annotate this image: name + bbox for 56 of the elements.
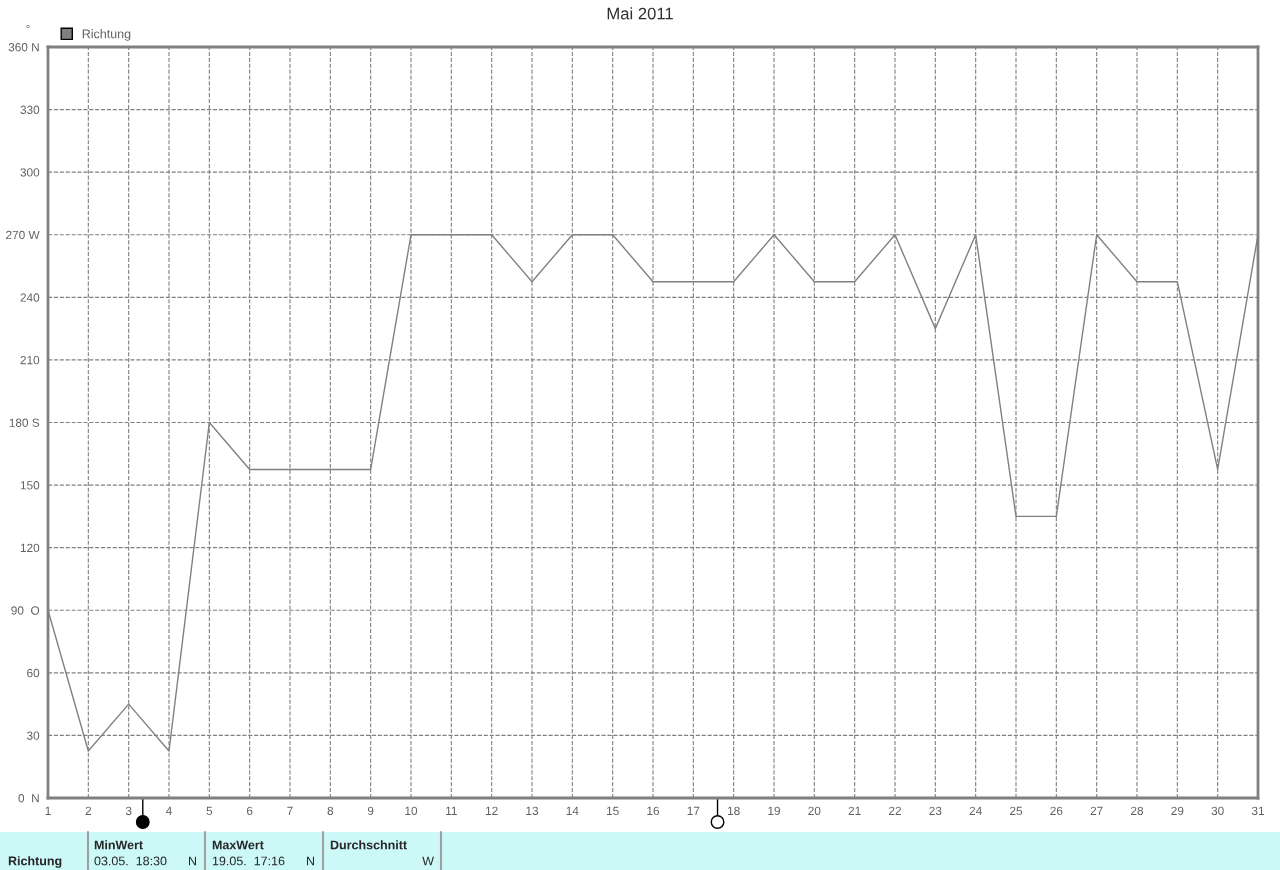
x-tick-label: 25 — [1010, 806, 1023, 815]
x-tick-label: 4 — [165, 806, 172, 815]
y-tick-label: 0 N — [18, 794, 39, 803]
x-tick-label: 11 — [446, 806, 457, 815]
x-tick-label: 28 — [1131, 806, 1144, 815]
x-tick-label: 17 — [687, 806, 700, 815]
y-tick-label: 330 — [20, 105, 40, 114]
x-tick-label: 12 — [486, 806, 498, 815]
y-axis-title: ° — [26, 25, 30, 29]
text: MinWert — [94, 840, 143, 850]
y-tick-label: 60 — [27, 668, 40, 678]
x-tick-label: 3 — [125, 806, 132, 815]
x-tick-label: 6 — [246, 806, 253, 815]
x-tick-label: 21 — [848, 806, 861, 815]
y-tick-label: 360 N — [8, 43, 39, 52]
text: 03.05. 18:30 — [94, 856, 167, 866]
y-tick-label: 120 — [20, 543, 40, 553]
text: MaxWert — [212, 840, 264, 850]
text: N — [189, 856, 196, 866]
text: N — [307, 856, 314, 866]
y-tick-label: 300 — [20, 168, 40, 177]
x-tick-label: 7 — [287, 806, 293, 815]
y-tick-label: 90 O — [11, 606, 40, 615]
x-tick-label: 20 — [808, 806, 821, 815]
x-tick-label: 8 — [327, 806, 334, 815]
y-tick-label: 30 — [26, 731, 40, 740]
chart-title: Mai 2011 — [607, 7, 673, 20]
x-tick-label: 1 — [45, 806, 51, 815]
x-tick-label: 19 — [768, 806, 781, 815]
x-tick-label: 15 — [607, 806, 619, 815]
x-tick-label: 10 — [405, 806, 418, 815]
x-tick-label: 16 — [647, 806, 660, 815]
x-tick-label: 31 — [1251, 806, 1264, 815]
y-tick-label: 240 — [20, 293, 40, 302]
text: Durchschnitt — [330, 840, 407, 850]
y-tick-label: 180 S — [9, 418, 40, 427]
x-tick-label: 2 — [85, 806, 92, 815]
x-tick-label: 24 — [969, 806, 982, 815]
x-tick-label: 13 — [526, 806, 539, 815]
x-tick-label: 18 — [728, 806, 740, 815]
legend-label: Richtung — [82, 29, 131, 41]
y-tick-label: 150 — [20, 481, 40, 490]
x-tick-label: 14 — [566, 806, 579, 815]
x-tick-label: 23 — [929, 806, 942, 815]
x-tick-label: 30 — [1211, 806, 1224, 815]
text: Richtung — [8, 856, 62, 868]
x-tick-label: 5 — [206, 806, 213, 815]
x-tick-label: 29 — [1171, 806, 1184, 815]
x-tick-label: 26 — [1050, 806, 1063, 815]
text: W — [422, 856, 434, 866]
y-tick-label: 210 — [20, 355, 40, 365]
text: 19.05. 17:16 — [212, 856, 285, 866]
x-tick-label: 9 — [367, 806, 374, 815]
x-tick-label: 27 — [1090, 806, 1103, 815]
y-tick-label: 270 W — [6, 230, 40, 240]
x-tick-label: 22 — [889, 806, 901, 815]
